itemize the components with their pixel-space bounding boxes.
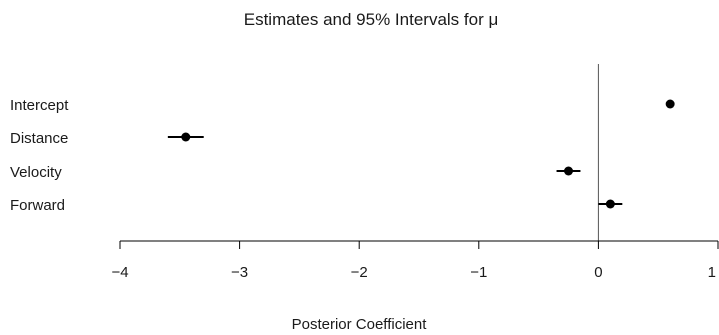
x-tick-label: 0 <box>594 264 602 281</box>
x-tick-label: −2 <box>351 264 368 281</box>
coefficient-rows: Intercept Distance Velocity Forward <box>10 97 675 214</box>
estimate-point <box>564 167 573 176</box>
x-tick-label: −4 <box>111 264 128 281</box>
estimate-point <box>181 133 190 142</box>
estimate-point <box>666 100 675 109</box>
x-tick-label: −1 <box>470 264 487 281</box>
x-axis-ticks: −4 −3 −2 −1 0 1 <box>111 241 718 281</box>
row-label: Forward <box>10 197 65 214</box>
chart-title: Estimates and 95% Intervals for μ <box>244 10 499 29</box>
row-label: Velocity <box>10 164 62 181</box>
x-tick-label: −3 <box>231 264 248 281</box>
x-axis-title: Posterior Coefficient <box>292 316 428 333</box>
row-label: Intercept <box>10 97 69 114</box>
row-label: Distance <box>10 130 68 147</box>
estimate-point <box>606 200 615 209</box>
x-tick-label: 1 <box>708 264 716 281</box>
